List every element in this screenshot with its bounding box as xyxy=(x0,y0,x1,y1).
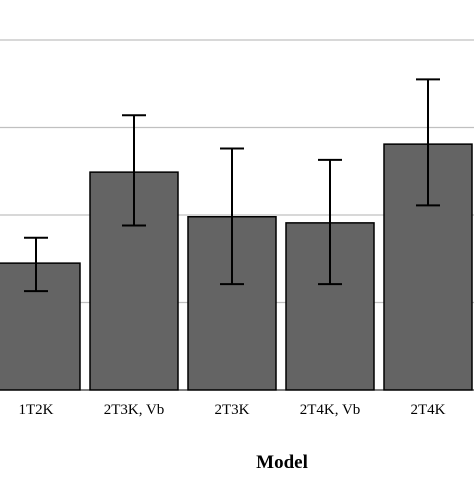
error-bars xyxy=(24,78,440,293)
error-bar-3 xyxy=(318,158,342,286)
error-bar-0 xyxy=(24,236,48,293)
bars xyxy=(0,143,473,391)
error-bar-4 xyxy=(416,78,440,207)
error-bar-1 xyxy=(122,114,146,227)
x-tick-label-1: 2T3K, Vb xyxy=(104,402,165,418)
x-tick-label-4: 2T4K xyxy=(411,402,446,418)
x-tick-label-2: 2T3K xyxy=(215,402,250,418)
bar-0 xyxy=(0,262,81,391)
error-bar-2 xyxy=(220,147,244,286)
x-axis-title: Model xyxy=(256,452,308,473)
x-tick-labels: 1T2K 2T3K, Vb 2T3K 2T4K, Vb 2T4K xyxy=(19,402,446,418)
x-tick-label-3: 2T4K, Vb xyxy=(300,402,361,418)
x-tick-label-0: 1T2K xyxy=(19,402,54,418)
